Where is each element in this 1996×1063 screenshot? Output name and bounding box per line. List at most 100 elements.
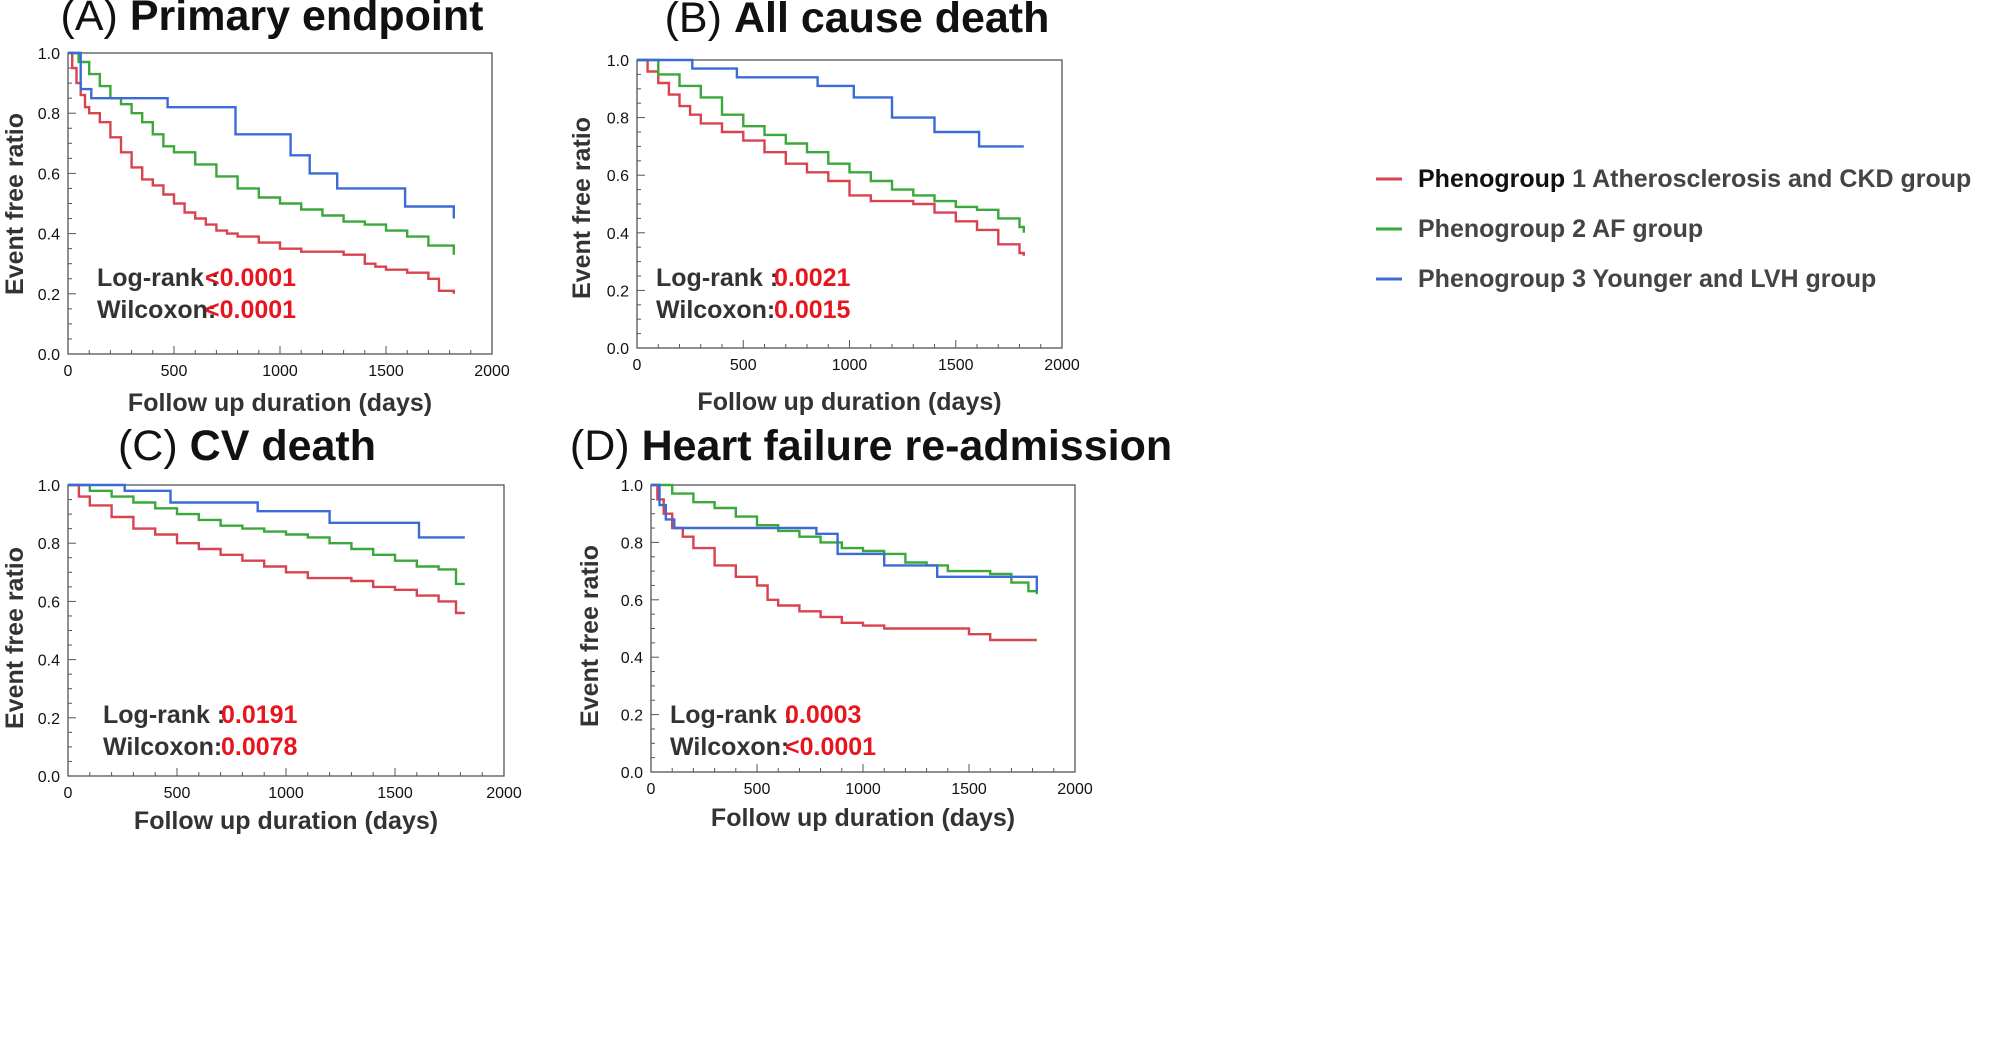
series-line-phenogroup-3	[68, 483, 465, 539]
series-line-phenogroup-2	[68, 51, 455, 255]
logrank-value: 0.0191	[221, 701, 298, 729]
y-tick-label: 0.6	[621, 593, 643, 610]
wilcoxon-label: Wilcoxon:	[103, 733, 222, 761]
x-tick-label: 0	[64, 363, 73, 380]
y-tick-label: 0.6	[38, 594, 60, 611]
y-tick-label: 0.8	[621, 535, 643, 552]
logrank-label: Log-rank :	[103, 701, 225, 729]
y-axis-label: Event free ratio	[1, 113, 29, 295]
wilcoxon-value: 0.0078	[221, 733, 298, 761]
y-tick-label: 0.6	[607, 168, 629, 185]
y-tick-label: 0.2	[621, 708, 643, 725]
x-tick-label: 2000	[486, 785, 522, 802]
series-line-phenogroup-2	[68, 483, 465, 586]
x-tick-label: 500	[730, 357, 757, 374]
wilcoxon-label: Wilcoxon:	[656, 296, 775, 324]
chart-title-main: All cause death	[734, 0, 1049, 42]
logrank-label: Log-rank :	[97, 264, 219, 292]
x-tick-label: 1000	[262, 363, 298, 380]
chart-title-prefix: (A)	[61, 0, 118, 40]
y-tick-label: 0.0	[38, 347, 60, 364]
chart-panel-4: (D) Heart failure re-admission 0 500 1000 150…	[570, 422, 1172, 832]
chart-title-prefix: (B)	[665, 0, 722, 42]
x-axis-label: Follow up duration (days)	[128, 389, 432, 417]
x-tick-label: 1500	[368, 363, 404, 380]
legend-entry-phenogroup-2: Phenogroup 2 AF group	[1418, 215, 1703, 243]
x-tick-label: 2000	[474, 363, 510, 380]
x-tick-label: 2000	[1044, 357, 1080, 374]
y-tick-label: 0.0	[38, 769, 60, 786]
legend-entry-phenogroup-1: Phenogroup 1 Atherosclerosis and CKD gro…	[1418, 165, 1971, 193]
logrank-value: <0.0001	[205, 264, 296, 292]
chart-panel-3: (C) CV death 0 500 1000 1500 2000 0.0 0.2 0.4 0.6 0…	[1, 422, 522, 835]
chart-title-prefix: (C)	[118, 422, 178, 470]
wilcoxon-value: <0.0001	[785, 733, 876, 761]
x-tick-label: 500	[161, 363, 188, 380]
y-tick-label: 1.0	[621, 478, 643, 495]
series-line-phenogroup-1	[637, 58, 1025, 256]
chart-panel-2: (B) All cause death 0 500 1000 1500 2000 0.0 0.2…	[568, 0, 1080, 416]
series-line-phenogroup-1	[68, 51, 455, 294]
y-tick-label: 0.0	[607, 341, 629, 358]
x-axis-label: Follow up duration (days)	[697, 388, 1001, 416]
y-tick-label: 0.4	[38, 653, 60, 670]
x-tick-label: 1500	[377, 785, 413, 802]
y-tick-label: 0.8	[38, 536, 60, 553]
y-axis-label: Event free ratio	[568, 117, 596, 299]
series-line-phenogroup-3	[68, 51, 455, 219]
y-tick-label: 0.0	[621, 765, 643, 782]
x-tick-label: 1000	[845, 781, 881, 798]
logrank-label: Log-rank :	[670, 701, 792, 729]
y-tick-label: 0.8	[38, 106, 60, 123]
legend-entry-text: Phenogroup 3 Younger and LVH group	[1418, 265, 1876, 293]
x-tick-label: 1000	[268, 785, 304, 802]
series-line-phenogroup-2	[651, 483, 1038, 595]
series-line-phenogroup-1	[651, 483, 1037, 642]
chart-title: (A) Primary endpoint	[61, 0, 484, 40]
y-tick-label: 1.0	[38, 478, 60, 495]
chart-title-main: Heart failure re-admission	[642, 422, 1173, 470]
x-tick-label: 1500	[938, 357, 974, 374]
x-tick-label: 0	[633, 357, 642, 374]
y-tick-label: 1.0	[38, 46, 60, 63]
legend-entry-bold: Phenogroup	[1418, 165, 1565, 193]
y-tick-label: 0.6	[38, 166, 60, 183]
chart-title-main: CV death	[190, 422, 376, 470]
y-axis-label: Event free ratio	[576, 545, 604, 727]
chart-title-prefix: (D)	[570, 422, 630, 470]
legend-entry-text: Phenogroup 2 AF group	[1418, 215, 1703, 243]
x-tick-label: 500	[164, 785, 191, 802]
series-line-phenogroup-1	[68, 483, 465, 615]
chart-title: (C) CV death	[118, 422, 376, 470]
x-tick-label: 0	[64, 785, 73, 802]
series-line-phenogroup-3	[637, 58, 1024, 148]
chart-title: (D) Heart failure re-admission	[570, 422, 1172, 470]
y-tick-label: 0.4	[38, 227, 60, 244]
chart-title: (B) All cause death	[665, 0, 1050, 42]
y-tick-label: 0.2	[607, 283, 629, 300]
series-line-phenogroup-3	[651, 483, 1038, 592]
logrank-label: Log-rank :	[656, 264, 778, 292]
y-tick-label: 1.0	[607, 53, 629, 70]
x-tick-label: 1000	[832, 357, 868, 374]
logrank-value: 0.0003	[785, 701, 861, 729]
chart-panel-1: (A) Primary endpoint 0 500 1000 1500 2000 0.0 0.…	[1, 0, 510, 417]
wilcoxon-label: Wilcoxon:	[670, 733, 789, 761]
wilcoxon-label: Wilcoxon:	[97, 296, 216, 324]
series-line-phenogroup-2	[637, 58, 1025, 233]
x-axis-label: Follow up duration (days)	[134, 807, 438, 835]
y-tick-label: 0.8	[607, 111, 629, 128]
x-tick-label: 2000	[1057, 781, 1093, 798]
y-tick-label: 0.4	[621, 650, 643, 667]
x-tick-label: 500	[744, 781, 771, 798]
wilcoxon-value: 0.0015	[774, 296, 851, 324]
wilcoxon-value: <0.0001	[205, 296, 296, 324]
legend-entry-text: 1 Atherosclerosis and CKD group	[1565, 165, 1971, 193]
x-tick-label: 0	[647, 781, 656, 798]
chart-title-main: Primary endpoint	[130, 0, 484, 40]
logrank-value: 0.0021	[774, 264, 851, 292]
legend-entry-phenogroup-3: Phenogroup 3 Younger and LVH group	[1418, 265, 1876, 293]
x-tick-label: 1500	[951, 781, 987, 798]
y-tick-label: 0.4	[607, 226, 629, 243]
